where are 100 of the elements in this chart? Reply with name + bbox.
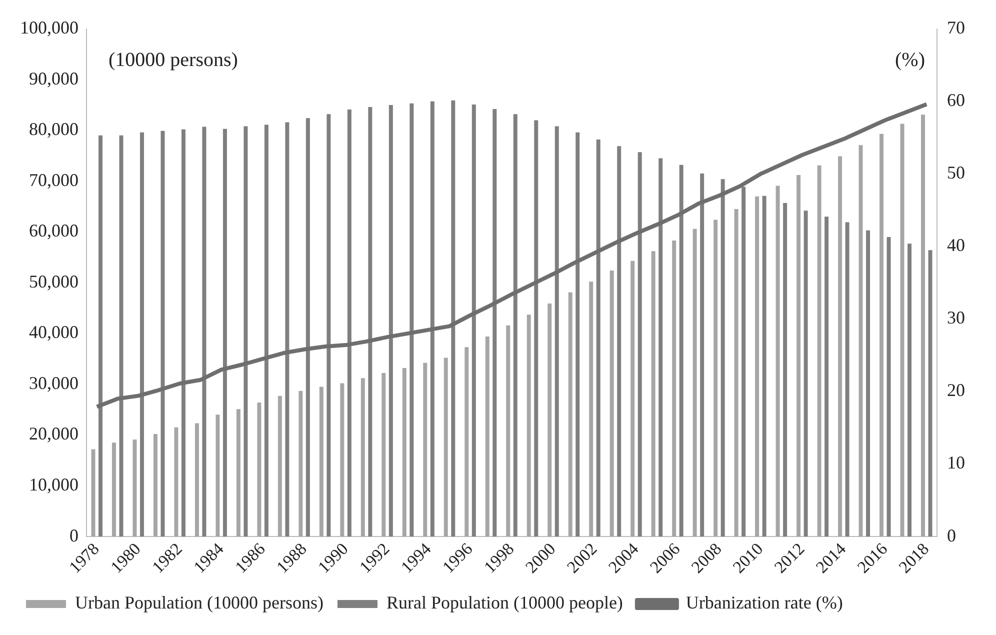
bar: [928, 250, 932, 537]
bar: [817, 165, 822, 537]
bar: [360, 378, 365, 537]
bar: [880, 134, 884, 537]
y-tick-label: 90,000: [29, 68, 78, 88]
bar: [908, 244, 912, 537]
bar: [804, 210, 808, 537]
bar: [866, 230, 870, 537]
bar: [368, 106, 372, 537]
bar: [216, 414, 220, 537]
y2-tick-label: 20: [947, 380, 965, 400]
bar: [140, 132, 144, 537]
bar: [298, 390, 303, 537]
bar: [464, 347, 469, 537]
bar: [430, 101, 434, 537]
y-tick-label: 40,000: [29, 322, 78, 342]
bar: [306, 118, 310, 537]
bar: [776, 186, 780, 537]
bar: [423, 362, 428, 537]
bar: [451, 100, 456, 537]
bar: [264, 124, 268, 537]
bar: [492, 109, 497, 537]
legend-label: Urban Population (10000 persons): [75, 592, 324, 613]
bar: [548, 303, 552, 537]
bar: [610, 270, 614, 537]
bar: [444, 358, 448, 537]
bar: [651, 251, 656, 537]
bar: [568, 292, 572, 537]
bar: [174, 427, 178, 537]
bar: [783, 202, 788, 537]
y2-tick-label: 60: [947, 90, 965, 110]
legend-label: Rural Population (10000 people): [386, 592, 623, 613]
bar: [222, 128, 227, 537]
y-tick-label: 10,000: [29, 474, 78, 494]
bar: [194, 423, 199, 537]
bar: [742, 186, 746, 537]
annotation: (%): [895, 49, 925, 72]
bar: [472, 104, 476, 537]
bar: [700, 174, 704, 537]
bar: [236, 409, 240, 537]
bar: [576, 132, 580, 537]
bar: [845, 222, 850, 537]
bar: [485, 336, 490, 537]
bar: [638, 152, 642, 537]
bar: [326, 114, 331, 537]
bar: [762, 196, 766, 537]
y2-tick-label: 50: [947, 162, 965, 183]
bar: [554, 126, 559, 537]
bar: [714, 220, 718, 537]
bar: [734, 209, 738, 537]
bar: [278, 396, 282, 537]
y-tick-label: 100,000: [20, 18, 78, 38]
bar: [513, 114, 518, 537]
bar: [319, 386, 324, 537]
y-tick-label: 80,000: [29, 119, 78, 140]
bar: [755, 196, 760, 537]
bar: [506, 325, 510, 537]
bar: [838, 156, 842, 537]
bar: [153, 434, 158, 537]
bar: [340, 383, 344, 537]
bar: [824, 216, 829, 537]
bar: [672, 240, 676, 537]
y-tick-label: 0: [70, 525, 78, 546]
y2-tick-label: 30: [947, 308, 965, 328]
bar: [796, 175, 801, 537]
bar: [257, 402, 262, 537]
bar: [98, 135, 102, 537]
bar: [534, 120, 538, 537]
bar: [658, 158, 663, 537]
bar: [692, 228, 697, 537]
bar: [285, 122, 290, 537]
bar: [526, 314, 531, 537]
bar: [160, 130, 165, 537]
bar: [410, 103, 414, 537]
legend-label: Urbanization rate (%): [686, 592, 843, 613]
bar: [617, 146, 622, 537]
bar: [388, 104, 393, 537]
y-tick-label: 20,000: [29, 424, 78, 444]
annotation: (10000 persons): [108, 49, 238, 72]
bar: [119, 135, 124, 537]
y-tick-label: 70,000: [29, 170, 78, 190]
bar: [91, 449, 96, 537]
bar: [347, 110, 352, 537]
y2-tick-label: 40: [947, 235, 965, 256]
bar: [402, 368, 406, 537]
y2-tick-label: 70: [947, 18, 965, 38]
bar: [900, 124, 904, 537]
y-tick-label: 30,000: [29, 372, 78, 393]
bar: [596, 139, 600, 537]
bar: [132, 440, 137, 537]
y2-tick-label: 10: [947, 452, 965, 473]
bar: [921, 114, 925, 537]
bar: [630, 260, 635, 537]
y2-tick-label: 0: [947, 525, 956, 546]
bar: [679, 164, 684, 537]
bar: [720, 179, 725, 537]
bar: [202, 126, 206, 537]
bar: [886, 236, 891, 537]
bar: [858, 145, 863, 537]
bar: [589, 282, 594, 537]
